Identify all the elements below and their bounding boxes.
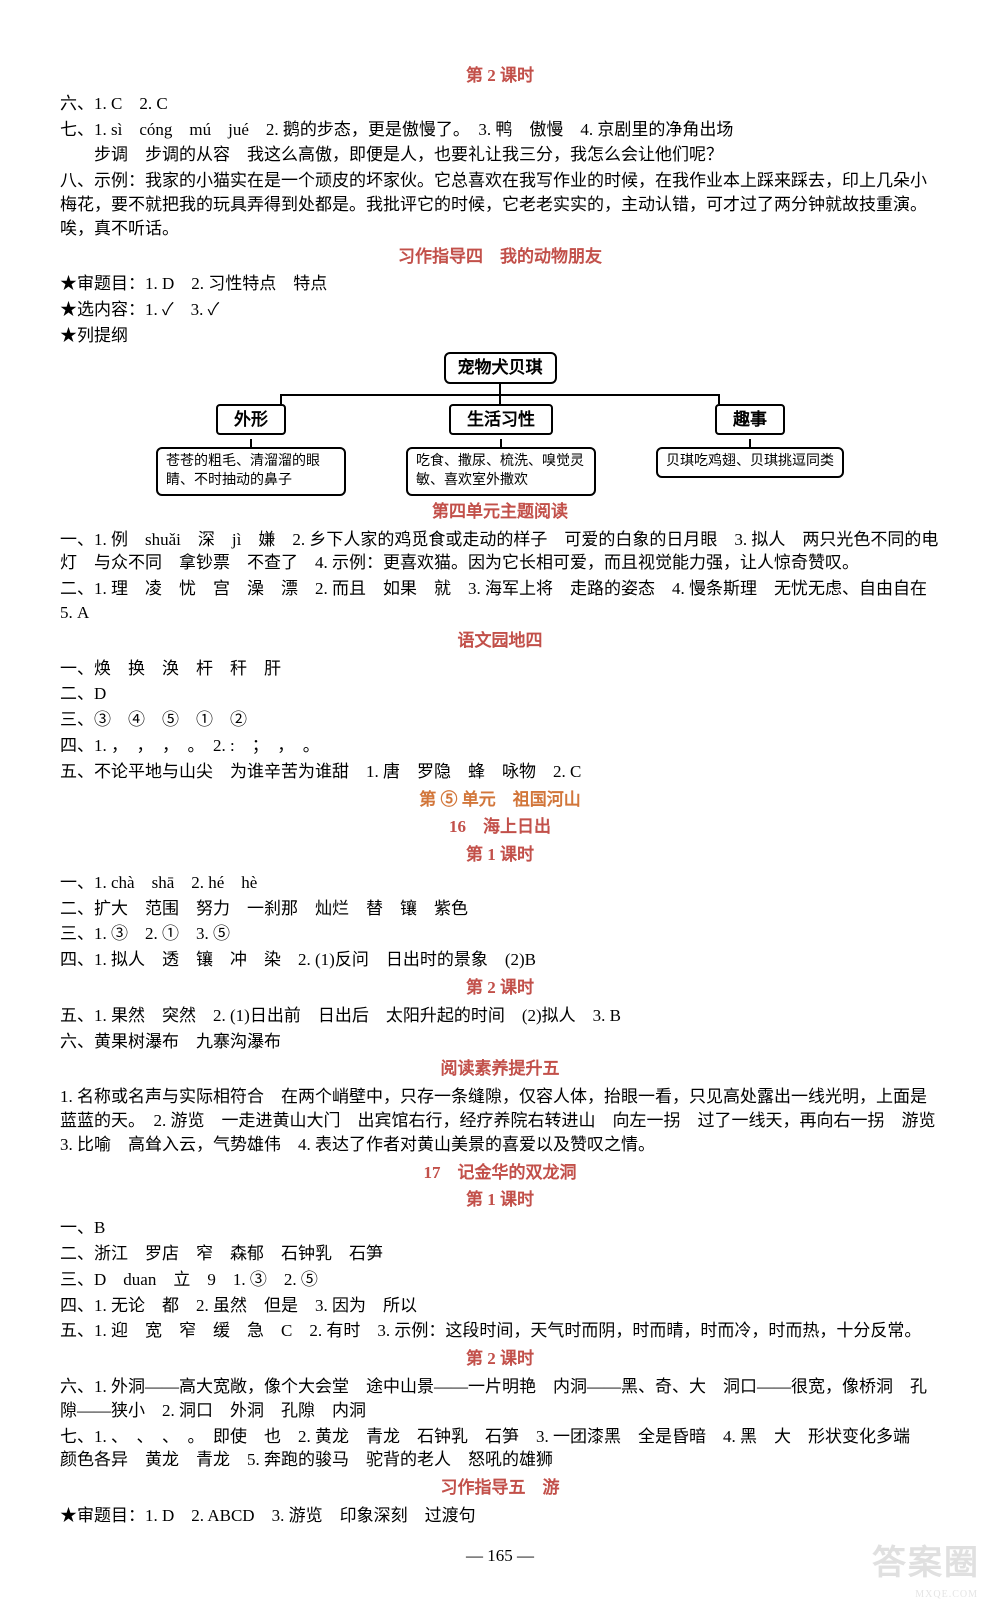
diagram-branch2-label: 生活习性 [449, 404, 553, 436]
unit4-1: 一、1. 例 shuǎi 深 jì 嫌 2. 乡下人家的鸡觅食或走动的样子 可爱… [60, 528, 940, 576]
heading-16: 16 海上日出 [60, 815, 940, 839]
yuwen4-3: 三、③ ④ ⑤ ① ② [60, 708, 940, 732]
l17-3: 三、D duan 立 9 1. ③ 2. ⑤ [60, 1268, 940, 1292]
watermark-url: MXQE.COM [915, 1588, 978, 1602]
l17-1: 一、B [60, 1216, 940, 1240]
outline-diagram: 宠物犬贝琪 外形 苍苍的粗毛、清溜溜的眼睛、不时抽动的鼻子 生活习性 吃食、撒尿… [60, 352, 940, 496]
l17-7: 七、1. 、 、 、 。 即使 也 2. 黄龙 青龙 石钟乳 石笋 3. 一团漆… [60, 1425, 940, 1473]
yuwen4-2: 二、D [60, 682, 940, 706]
l17-4: 四、1. 无论 都 2. 虽然 但是 3. 因为 所以 [60, 1294, 940, 1318]
l17-5: 五、1. 迎 宽 窄 缓 急 C 2. 有时 3. 示例：这段时间，天气时而阴，… [60, 1319, 940, 1343]
l16-6: 六、黄果树瀑布 九寨沟瀑布 [60, 1030, 940, 1054]
l16-1: 一、1. chà shā 2. hé hè [60, 871, 940, 895]
star-1: ★审题目：1. D 2. 习性特点 特点 [60, 272, 940, 296]
heading-lesson1-16: 第 1 课时 [60, 843, 940, 867]
unit4-2: 二、1. 理 凌 忧 宫 澡 漂 2. 而且 如果 就 3. 海军上将 走路的姿… [60, 577, 940, 625]
yuwen4-4: 四、1. ， ， ， 。 2. : ； ， 。 [60, 734, 940, 758]
star-2: ★选内容：1. ✓ 3. ✓ [60, 298, 940, 322]
diagram-branch3-desc: 贝琪吃鸡翅、贝琪挑逗同类 [656, 447, 844, 477]
heading-lesson2-1: 第 2 课时 [60, 64, 940, 88]
yuedu5-1: 1. 名称或名声与实际相符合 在两个峭壁中，只存一条缝隙，仅容人体，抬眼一看，只… [60, 1085, 940, 1156]
l16-2: 二、扩大 范围 努力 一刹那 灿烂 替 镶 紫色 [60, 897, 940, 921]
heading-yuedu5: 阅读素养提升五 [60, 1057, 940, 1081]
l16-3: 三、1. ③ 2. ① 3. ⑤ [60, 922, 940, 946]
answer-7b: 步调 步调的从容 我这么高傲，即便是人，也要礼让我三分，我怎么会让他们呢？ [60, 143, 940, 167]
answer-6: 六、1. C 2. C [60, 92, 940, 116]
l17-6: 六、1. 外洞——高大宽敞，像个大会堂 途中山景——一片明艳 内洞——黑、奇、大… [60, 1375, 940, 1423]
heading-lesson2-16: 第 2 课时 [60, 976, 940, 1000]
answer-7a: 七、1. sì cóng mú jué 2. 鹅的步态，更是傲慢了。 3. 鸭 … [60, 118, 940, 142]
page-number: — 165 — [60, 1544, 940, 1568]
answer-8: 八、示例：我家的小猫实在是一个顽皮的坏家伙。它总喜欢在我写作业的时候，在我作业本… [60, 169, 940, 240]
heading-unit4-read: 第四单元主题阅读 [60, 500, 940, 524]
yuwen4-5: 五、不论平地与山尖 为谁辛苦为谁甜 1. 唐 罗隐 蜂 咏物 2. C [60, 760, 940, 784]
heading-xiezuo5: 习作指导五 游 [60, 1476, 940, 1500]
heading-xiezuo4: 习作指导四 我的动物朋友 [60, 245, 940, 269]
l16-4: 四、1. 拟人 透 镶 冲 染 2. (1)反问 日出时的景象 (2)B [60, 948, 940, 972]
heading-lesson2-17: 第 2 课时 [60, 1347, 940, 1371]
diagram-root: 宠物犬贝琪 [444, 352, 557, 384]
yuwen4-1: 一、焕 换 涣 杆 秆 肝 [60, 657, 940, 681]
star-3: ★列提纲 [60, 324, 940, 348]
xiezuo5-1: ★审题目：1. D 2. ABCD 3. 游览 印象深刻 过渡句 [60, 1504, 940, 1528]
diagram-branch1-desc: 苍苍的粗毛、清溜溜的眼睛、不时抽动的鼻子 [156, 447, 346, 495]
heading-yuwen4: 语文园地四 [60, 629, 940, 653]
heading-lesson1-17: 第 1 课时 [60, 1188, 940, 1212]
diagram-branch3-label: 趣事 [715, 404, 785, 436]
l16-5: 五、1. 果然 突然 2. (1)日出前 日出后 太阳升起的时间 (2)拟人 3… [60, 1004, 940, 1028]
diagram-branch1-label: 外形 [216, 404, 286, 436]
heading-unit5: 第 ⑤ 单元 祖国河山 [60, 788, 940, 812]
diagram-branch2-desc: 吃食、撒尿、梳洗、嗅觉灵敏、喜欢室外撒欢 [406, 447, 596, 495]
l17-2: 二、浙江 罗店 窄 森郁 石钟乳 石笋 [60, 1242, 940, 1266]
heading-17: 17 记金华的双龙洞 [60, 1161, 940, 1185]
watermark: 答案圈 [872, 1540, 980, 1588]
